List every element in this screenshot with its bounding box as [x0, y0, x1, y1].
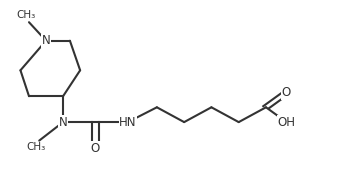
- Text: HN: HN: [119, 116, 137, 129]
- Text: O: O: [282, 86, 291, 99]
- Text: CH₃: CH₃: [16, 10, 35, 20]
- Text: O: O: [91, 142, 100, 154]
- Text: OH: OH: [278, 116, 295, 129]
- Text: N: N: [59, 116, 68, 129]
- Text: N: N: [42, 34, 50, 47]
- Text: CH₃: CH₃: [26, 142, 45, 152]
